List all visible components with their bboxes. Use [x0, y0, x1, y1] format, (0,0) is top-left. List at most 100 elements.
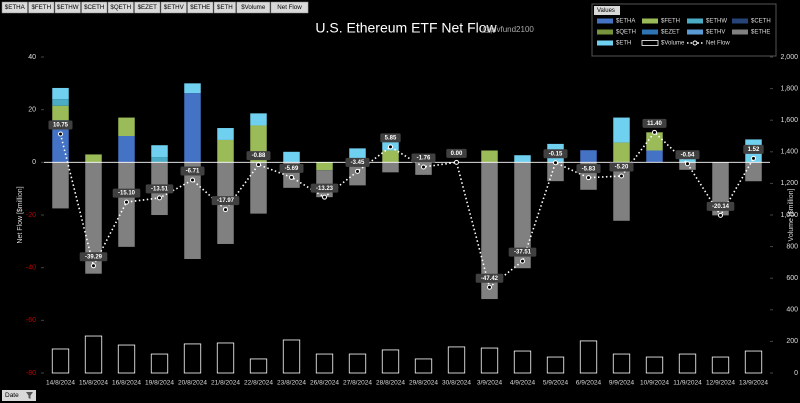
y2-tick-label: 1,600	[780, 117, 798, 124]
filter-button[interactable]	[213, 1, 236, 14]
data-label-box	[609, 162, 634, 172]
data-label: -0.15	[549, 151, 563, 157]
filter-button-label: Net Flow	[277, 4, 302, 11]
filter-button-label: $FETH	[31, 4, 51, 11]
net-flow-point	[289, 174, 294, 180]
net-flow-point	[355, 168, 360, 174]
flow-bar	[745, 162, 762, 182]
volume-bar	[315, 353, 334, 374]
x-tick-label: 19/8/2024	[145, 380, 174, 387]
data-label-box	[380, 133, 401, 143]
x-tick-label: 26/8/2024	[310, 380, 339, 387]
filter-button[interactable]	[134, 1, 161, 14]
y2-axis-title: Volume [$million]	[788, 188, 795, 241]
filter-button-label: $ETH	[217, 4, 233, 11]
y2-tick-label: 1,800	[780, 85, 798, 92]
legend-title: Values	[597, 8, 615, 14]
filter-button[interactable]	[28, 1, 55, 14]
legend-title-button[interactable]	[594, 6, 620, 15]
flow-bar	[118, 136, 135, 163]
data-label: -3.45	[351, 160, 365, 166]
x-tick-label: 23/8/2024	[277, 380, 306, 387]
filter-button[interactable]	[187, 1, 214, 14]
data-label: -20.14	[712, 204, 730, 210]
data-label-box	[642, 118, 667, 128]
volume-bar	[282, 339, 301, 374]
legend-label: $CETH	[751, 19, 771, 25]
flow-bar	[184, 83, 201, 94]
legend-label: Net Flow	[706, 41, 730, 47]
data-label: -5.20	[615, 165, 629, 171]
flow-bar	[316, 162, 333, 171]
volume-bar	[381, 349, 400, 374]
y2-tick-label: 800	[786, 243, 798, 250]
flow-bar	[52, 105, 69, 121]
data-label: -13.23	[316, 186, 334, 192]
data-label-box	[79, 252, 108, 262]
flow-bar	[547, 162, 564, 182]
volume-bar	[579, 340, 598, 374]
legend-swatch	[732, 18, 748, 24]
legend-swatch	[641, 40, 659, 46]
data-label-box	[246, 151, 271, 161]
y-tick-label: -40	[26, 265, 36, 272]
flow-bar	[52, 87, 69, 100]
flow-bar	[283, 151, 300, 163]
data-label-box	[112, 188, 141, 198]
flow-bar	[52, 120, 69, 163]
data-label: 11.40	[647, 121, 662, 127]
y2-tick-label: 2,000	[780, 54, 798, 61]
filter-button[interactable]	[1, 1, 28, 14]
filter-button[interactable]	[81, 1, 108, 14]
data-label: 0.00	[451, 151, 463, 157]
flow-bar	[85, 162, 102, 274]
volume-bar	[84, 335, 103, 374]
x-tick-label: 28/8/2024	[376, 380, 405, 387]
data-label-box	[446, 148, 467, 158]
data-label: -0.88	[252, 153, 266, 159]
filter-icon	[26, 392, 33, 399]
legend-swatch	[642, 29, 658, 35]
flow-bar	[184, 162, 201, 260]
data-label-box	[706, 201, 735, 211]
data-label-box	[345, 157, 370, 167]
flow-bar	[613, 142, 630, 163]
net-flow-point	[487, 284, 492, 290]
filter-button-label: $ETHW	[57, 4, 79, 11]
x-tick-label: 15/8/2024	[79, 380, 108, 387]
flow-bar	[250, 113, 267, 126]
net-flow-point	[58, 131, 63, 137]
data-label: 1.52	[748, 147, 760, 153]
data-label-box	[145, 184, 174, 194]
x-tick-label: 20/8/2024	[178, 380, 207, 387]
flow-bar	[85, 154, 102, 163]
flow-bar	[382, 162, 399, 173]
filter-button[interactable]	[160, 1, 187, 14]
data-label-box	[576, 164, 601, 174]
data-label: -0.54	[681, 152, 695, 158]
filter-button[interactable]	[270, 1, 309, 14]
data-label-box	[180, 166, 205, 176]
filter-button[interactable]	[107, 1, 134, 14]
volume-bar	[645, 356, 664, 374]
legend-swatch	[687, 18, 703, 24]
volume-bar	[447, 346, 466, 374]
flow-bar	[382, 150, 399, 163]
filter-button[interactable]	[236, 1, 271, 14]
date-button-label: Date	[5, 392, 19, 399]
y-tick-label: 20	[28, 107, 36, 114]
flow-bar	[514, 155, 531, 163]
y2-tick-label: 1,200	[780, 180, 798, 187]
y-tick-label: 0	[32, 159, 36, 166]
filter-button-label: $EZET	[138, 4, 157, 11]
y-tick-label: -80	[26, 370, 36, 377]
filter-button[interactable]	[54, 1, 81, 14]
flow-bar	[646, 150, 663, 163]
x-tick-label: 13/9/2024	[739, 380, 768, 387]
data-label-box	[675, 150, 700, 160]
filter-button-label: $ETHE	[190, 4, 210, 11]
net-flow-point	[652, 129, 657, 135]
volume-bar	[183, 343, 202, 374]
date-button[interactable]	[2, 390, 36, 401]
flow-bar	[118, 162, 135, 247]
